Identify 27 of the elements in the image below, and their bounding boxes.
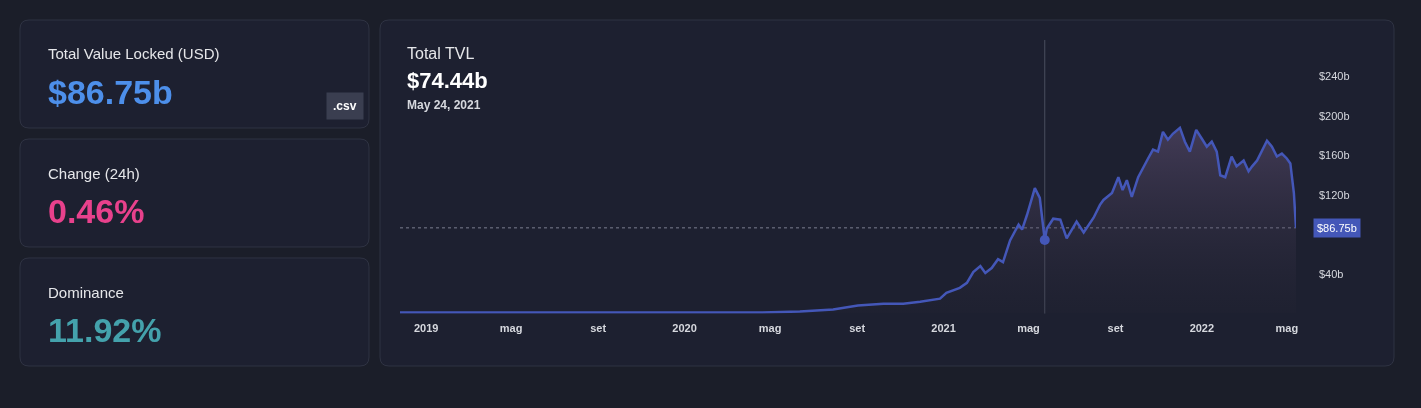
y-tick-label: $240b <box>1319 70 1350 83</box>
text: $86.75b <box>48 73 173 111</box>
text: Total Value Locked (USD) <box>48 45 220 62</box>
y-tick-label: $160b <box>1319 149 1350 162</box>
x-tick-label: set <box>1107 321 1124 334</box>
x-tick-label: 2019 <box>413 321 439 334</box>
x-tick-label: mag <box>1275 321 1299 334</box>
y-tick-label: $120b <box>1319 188 1350 201</box>
y-tick-label: $200b <box>1319 109 1350 122</box>
text: Change (24h) <box>48 165 140 182</box>
text: 11.92% <box>48 311 162 349</box>
ref-line-label: $86.75b <box>1317 222 1357 234</box>
annotation: May 24, 2021 <box>407 98 481 112</box>
x-tick-label: set <box>849 321 866 334</box>
x-tick-label: mag <box>499 321 523 334</box>
text: Dominance <box>48 284 124 301</box>
text: 0.46% <box>48 192 145 230</box>
x-tick-label: 2020 <box>672 321 697 334</box>
chart-title: Total TVL <box>407 45 475 62</box>
x-tick-label: set <box>590 321 607 334</box>
x-tick-label: 2022 <box>1189 321 1215 334</box>
text: $74.44b <box>407 68 488 93</box>
y-tick-label: $40b <box>1319 267 1344 280</box>
x-tick-label: mag <box>758 321 782 334</box>
x-tick-label: mag <box>1017 321 1040 334</box>
x-tick-label: 2021 <box>931 321 956 334</box>
text: .csv <box>333 99 357 113</box>
